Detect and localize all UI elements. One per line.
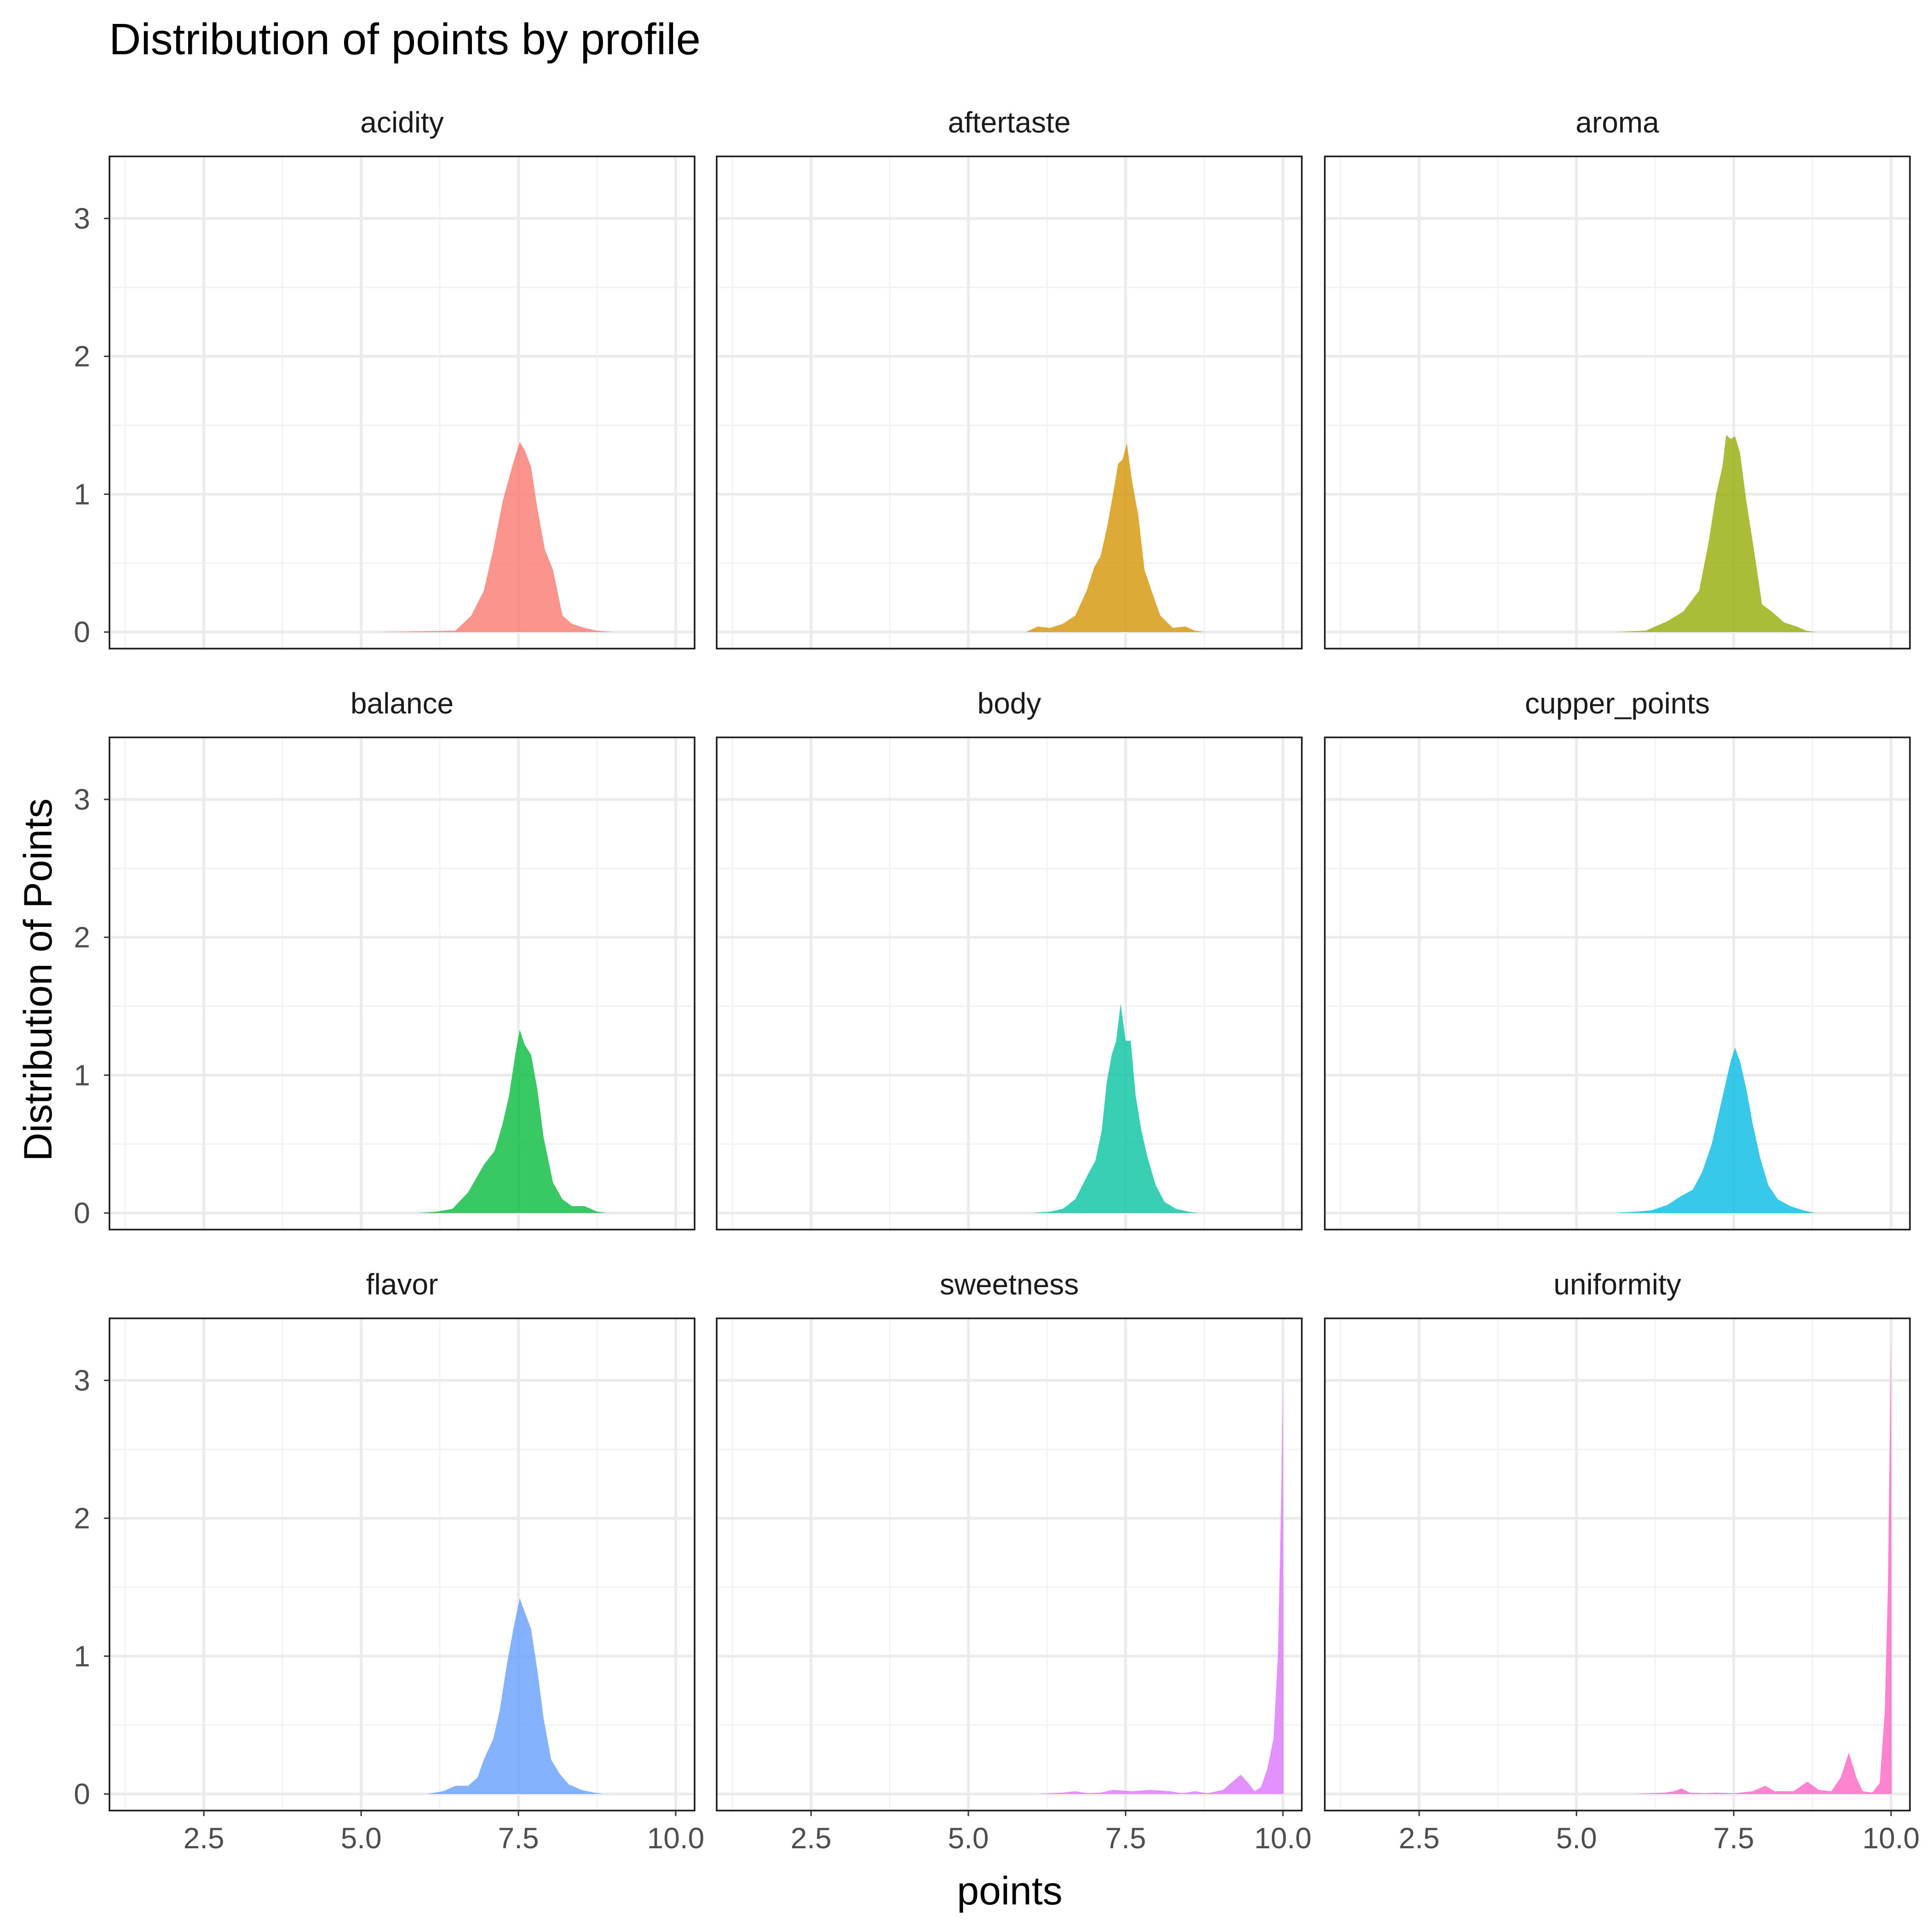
y-tick-label: 0 bbox=[74, 1777, 90, 1811]
density-area-flavor bbox=[427, 1598, 604, 1794]
facet-panel-uniformity: uniformity 2.5 5.0 7.5 10.0 bbox=[1324, 1268, 1920, 1855]
y-tick-label: 0 bbox=[74, 615, 90, 649]
panel-border bbox=[109, 736, 696, 1230]
y-tick-label: 3 bbox=[74, 1364, 90, 1397]
x-tick-label: 5.0 bbox=[948, 1822, 989, 1855]
y-axis-title: Distribution of Points bbox=[16, 799, 60, 1162]
density-area-aftertaste bbox=[1026, 443, 1204, 632]
facet-panel-acidity: acidity 0 1 2 3 bbox=[74, 106, 696, 650]
facet-panel-balance: balance 0 1 2 3 bbox=[74, 687, 696, 1230]
density-area-acidity bbox=[377, 442, 613, 632]
facet-panel-flavor: flavor 0 1 2 3 2.5 5.0 7.5 10.0 bbox=[74, 1268, 704, 1855]
panel-grid bbox=[717, 1318, 1302, 1811]
panel-border bbox=[1324, 736, 1911, 1230]
panel-border bbox=[1324, 155, 1911, 650]
x-tick-label: 10.0 bbox=[647, 1822, 705, 1855]
y-tick-label: 2 bbox=[74, 921, 90, 954]
x-tick-label: 7.5 bbox=[1714, 1822, 1754, 1855]
panel-grid bbox=[109, 737, 695, 1230]
y-tick-label: 3 bbox=[74, 783, 90, 816]
facet-label: aftertaste bbox=[948, 106, 1071, 139]
density-area-cupper_points bbox=[1614, 1047, 1816, 1213]
x-tick-label: 7.5 bbox=[1105, 1822, 1146, 1855]
x-tick-label: 10.0 bbox=[1254, 1822, 1312, 1855]
density-area-aroma bbox=[1614, 435, 1816, 632]
facet-label: cupper_points bbox=[1525, 687, 1710, 720]
panel-grid bbox=[1325, 156, 1910, 649]
x-tick-label: 7.5 bbox=[498, 1822, 539, 1855]
panel-border bbox=[1324, 1317, 1911, 1811]
x-tick-label: 5.0 bbox=[341, 1822, 382, 1855]
facet-panel-body: body bbox=[716, 687, 1303, 1230]
facet-label: uniformity bbox=[1553, 1268, 1681, 1301]
panel-grid bbox=[109, 156, 695, 649]
panel-border bbox=[109, 155, 696, 650]
panel-grid bbox=[1325, 1318, 1910, 1811]
facet-label: sweetness bbox=[940, 1268, 1079, 1301]
x-tick-label: 2.5 bbox=[791, 1822, 832, 1855]
x-tick-label: 10.0 bbox=[1863, 1822, 1920, 1855]
facet-label: acidity bbox=[360, 106, 443, 139]
panel-grid bbox=[717, 737, 1302, 1230]
panel-grid bbox=[109, 1318, 695, 1811]
x-tick-label: 2.5 bbox=[1399, 1822, 1440, 1855]
density-area-balance bbox=[418, 1029, 607, 1213]
panel-grid bbox=[717, 156, 1302, 649]
panel-border bbox=[109, 1317, 696, 1811]
y-tick-label: 3 bbox=[74, 202, 90, 235]
panel-border bbox=[716, 1317, 1303, 1811]
facet-label: balance bbox=[351, 687, 454, 720]
y-tick-label: 2 bbox=[74, 340, 90, 373]
facet-panel-aroma: aroma bbox=[1324, 106, 1911, 650]
x-tick-label: 5.0 bbox=[1556, 1822, 1597, 1855]
facet-label: flavor bbox=[366, 1268, 438, 1301]
y-tick-label: 1 bbox=[74, 1058, 90, 1092]
panel-border bbox=[716, 155, 1303, 650]
facet-panels: acidity 0 1 2 3 aftertaste aroma balance 0 1 2 3 bod… bbox=[74, 106, 1920, 1855]
y-tick-label: 1 bbox=[74, 477, 90, 511]
facet-panel-sweetness: sweetness 2.5 5.0 7.5 10.0 bbox=[716, 1268, 1312, 1855]
panel-border bbox=[716, 736, 1303, 1230]
facet-label: body bbox=[978, 687, 1041, 720]
facet-label: aroma bbox=[1576, 106, 1659, 139]
x-tick-label: 2.5 bbox=[184, 1822, 224, 1855]
panel-grid bbox=[1325, 737, 1910, 1230]
y-tick-label: 2 bbox=[74, 1502, 90, 1535]
density-area-body bbox=[1031, 1003, 1198, 1213]
facet-panel-cupper_points: cupper_points bbox=[1324, 687, 1911, 1230]
facet-panel-aftertaste: aftertaste bbox=[716, 106, 1303, 650]
chart-title: Distribution of points by profile bbox=[109, 15, 701, 64]
y-tick-label: 0 bbox=[74, 1196, 90, 1230]
x-axis-title: points bbox=[957, 1869, 1063, 1913]
y-tick-label: 1 bbox=[74, 1639, 90, 1673]
